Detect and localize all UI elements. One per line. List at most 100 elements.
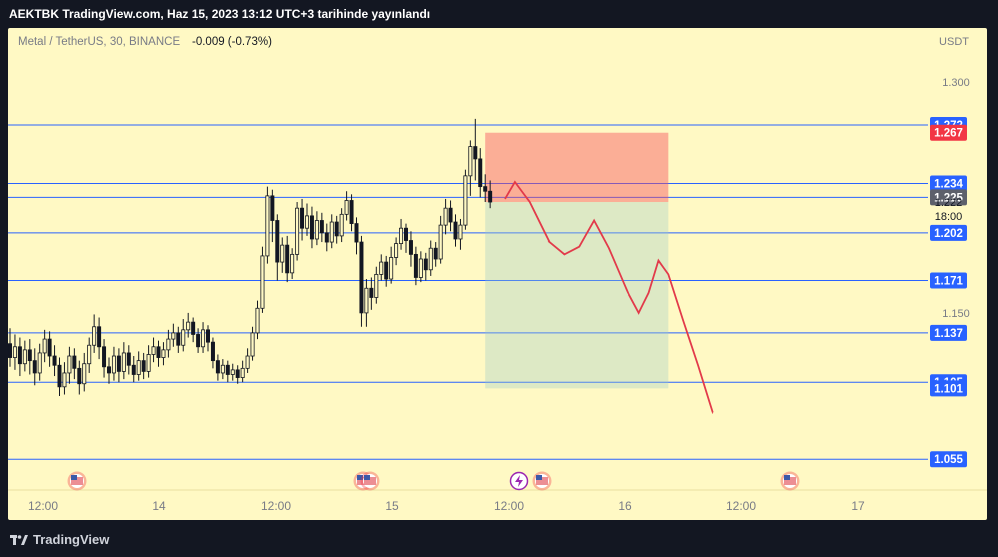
candle-body — [22, 349, 27, 365]
candle-body — [107, 366, 112, 374]
candle-body — [255, 307, 260, 334]
candle-body — [428, 247, 433, 271]
flag-stripe — [71, 483, 83, 485]
candle — [210, 337, 215, 369]
candle-body — [57, 364, 62, 388]
candle — [319, 212, 324, 243]
candle-body — [379, 261, 384, 275]
candle — [413, 246, 418, 286]
candle — [47, 331, 52, 367]
candle — [304, 203, 309, 236]
candle-body — [156, 346, 161, 358]
candle-body — [17, 346, 22, 365]
candle-body — [87, 344, 92, 365]
candle-body — [275, 220, 280, 263]
candle-body — [413, 253, 418, 278]
candle — [215, 354, 220, 381]
candle-body — [62, 372, 67, 388]
flag-stripe — [364, 483, 376, 485]
candle-body — [448, 207, 453, 223]
candle — [161, 342, 166, 366]
candle-body — [295, 207, 300, 255]
candle — [235, 365, 240, 384]
chart-panel[interactable]: 1.3001.1501.2721.2671.2341.2251.2021.171… — [8, 28, 987, 520]
tradingview-logo-icon — [10, 535, 28, 545]
candle-body — [52, 355, 57, 366]
candle-body — [394, 243, 399, 258]
candle-body — [102, 346, 107, 368]
candle — [339, 208, 344, 243]
candle — [22, 340, 27, 372]
candle-body — [27, 349, 32, 362]
candle-body — [131, 364, 136, 375]
candle — [82, 352, 87, 392]
x-tick-label: 12:00 — [28, 499, 58, 513]
candle — [290, 248, 295, 280]
price-badge-bg — [930, 175, 967, 192]
price-badge-bg — [930, 451, 967, 468]
candle-body — [97, 326, 102, 348]
price-badge-label: 1.225 — [934, 192, 963, 204]
candle — [483, 174, 488, 203]
candle-body — [483, 186, 488, 192]
candle — [42, 329, 47, 363]
candle — [458, 218, 463, 250]
publish-header: AEKTBK TradingView.com, Haz 15, 2023 13:… — [9, 7, 431, 21]
candle-body — [32, 360, 37, 374]
candle — [12, 334, 17, 370]
candle — [230, 363, 235, 381]
candle-body — [463, 175, 468, 226]
candle-body — [478, 158, 483, 188]
candle-body — [196, 334, 201, 348]
projection — [504, 180, 714, 414]
candle-body — [319, 220, 324, 234]
x-tick-label: 12:00 — [726, 499, 756, 513]
position-zones — [485, 132, 669, 389]
price-badge: 1.055 — [930, 451, 967, 468]
candle-body — [181, 329, 186, 346]
candle — [384, 255, 389, 287]
candle — [87, 337, 92, 373]
candle — [275, 214, 280, 281]
candle — [8, 328, 12, 367]
candle-body — [300, 207, 305, 229]
candle-body — [334, 221, 339, 237]
flag-canton — [357, 475, 363, 480]
candle — [270, 189, 275, 243]
candle — [37, 343, 42, 381]
candle-body — [191, 321, 196, 335]
candle-body — [438, 224, 443, 260]
candle-body — [37, 352, 42, 374]
candle-body — [161, 349, 166, 358]
candle-body — [364, 287, 369, 314]
price-badge-label: 1.202 — [934, 228, 963, 240]
price-badge: 1.202 — [930, 224, 967, 241]
candle — [102, 339, 107, 378]
candle-body — [468, 146, 473, 177]
candle — [32, 348, 37, 386]
price-badge: 1.101 — [930, 380, 967, 397]
candle — [205, 325, 210, 352]
candle — [473, 118, 478, 181]
candles — [8, 118, 493, 397]
price-badge-label: 1.171 — [934, 276, 963, 288]
candle-body — [92, 326, 97, 346]
y-tick-label: 1.150 — [942, 308, 970, 320]
flag-stripe — [784, 483, 796, 485]
flag-canton — [364, 475, 370, 480]
candle-body — [374, 273, 379, 298]
candle-body — [369, 287, 374, 298]
candle-body — [201, 329, 206, 348]
projection-line — [504, 180, 714, 414]
flag-canton — [71, 475, 77, 480]
candle-body — [240, 367, 245, 378]
candle — [389, 246, 394, 284]
candle-body — [220, 364, 225, 374]
candle — [324, 223, 329, 252]
flag-stripe — [357, 483, 369, 485]
flag-stripe — [364, 481, 376, 483]
candle — [62, 362, 67, 395]
candle — [394, 237, 399, 266]
candle — [97, 317, 102, 360]
price-chart[interactable]: 1.3001.1501.2721.2671.2341.2251.2021.171… — [8, 28, 987, 520]
